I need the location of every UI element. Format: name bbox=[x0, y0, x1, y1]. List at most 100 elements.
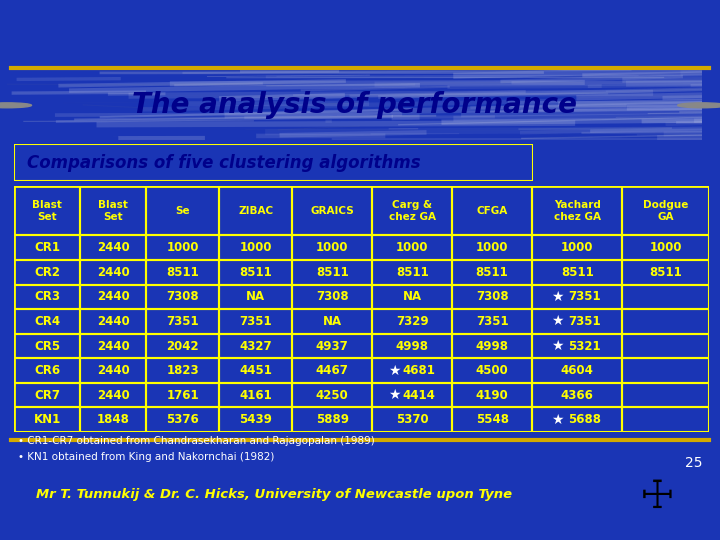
Bar bbox=[532, 260, 622, 285]
Text: 4161: 4161 bbox=[240, 389, 272, 402]
Bar bbox=[532, 309, 622, 334]
Bar bbox=[14, 334, 81, 359]
Bar bbox=[452, 407, 532, 432]
Bar bbox=[146, 186, 220, 235]
Text: 7351: 7351 bbox=[568, 315, 600, 328]
Text: NA: NA bbox=[246, 291, 266, 303]
Bar bbox=[220, 235, 292, 260]
Text: 2042: 2042 bbox=[166, 340, 199, 353]
Bar bbox=[81, 235, 146, 260]
Bar bbox=[292, 407, 372, 432]
Bar bbox=[372, 285, 452, 309]
Bar bbox=[14, 260, 81, 285]
Text: 8511: 8511 bbox=[649, 266, 682, 279]
Text: • KN1 obtained from King and Nakornchai (1982): • KN1 obtained from King and Nakornchai … bbox=[18, 452, 274, 462]
Bar bbox=[532, 285, 622, 309]
Text: 5439: 5439 bbox=[240, 413, 272, 426]
Bar bbox=[220, 285, 292, 309]
Bar bbox=[372, 407, 452, 432]
Text: 2440: 2440 bbox=[97, 340, 130, 353]
Text: • CR1-CR7 obtained from Chandrasekharan and Rajagopalan (1989): • CR1-CR7 obtained from Chandrasekharan … bbox=[18, 436, 374, 446]
Bar bbox=[622, 186, 709, 235]
Text: 5889: 5889 bbox=[316, 413, 348, 426]
Text: 7351: 7351 bbox=[568, 291, 600, 303]
Text: 5548: 5548 bbox=[476, 413, 508, 426]
Bar bbox=[372, 260, 452, 285]
Text: 8511: 8511 bbox=[166, 266, 199, 279]
Text: 7308: 7308 bbox=[476, 291, 508, 303]
Bar bbox=[532, 383, 622, 407]
Text: 4998: 4998 bbox=[476, 340, 508, 353]
Bar bbox=[532, 186, 622, 235]
Bar bbox=[14, 235, 81, 260]
Text: 4681: 4681 bbox=[402, 364, 435, 377]
Bar bbox=[220, 186, 292, 235]
Bar bbox=[14, 186, 81, 235]
Text: 25: 25 bbox=[685, 456, 702, 470]
Bar bbox=[220, 334, 292, 359]
Text: ★: ★ bbox=[551, 290, 564, 304]
Text: 7351: 7351 bbox=[240, 315, 272, 328]
Text: 2440: 2440 bbox=[97, 364, 130, 377]
Text: 7329: 7329 bbox=[396, 315, 428, 328]
Bar bbox=[220, 407, 292, 432]
Bar bbox=[14, 359, 81, 383]
Text: 1761: 1761 bbox=[166, 389, 199, 402]
Text: CR4: CR4 bbox=[35, 315, 60, 328]
Text: 4467: 4467 bbox=[316, 364, 348, 377]
Bar bbox=[14, 383, 81, 407]
Text: 1000: 1000 bbox=[166, 241, 199, 254]
Bar bbox=[292, 359, 372, 383]
Bar bbox=[220, 383, 292, 407]
Bar bbox=[81, 260, 146, 285]
Bar bbox=[292, 334, 372, 359]
Text: 1000: 1000 bbox=[316, 241, 348, 254]
Bar bbox=[622, 383, 709, 407]
Bar bbox=[372, 359, 452, 383]
Bar bbox=[220, 260, 292, 285]
Bar bbox=[622, 285, 709, 309]
Text: 1000: 1000 bbox=[561, 241, 593, 254]
Bar bbox=[372, 309, 452, 334]
Bar bbox=[292, 186, 372, 235]
Bar bbox=[292, 285, 372, 309]
Bar bbox=[452, 309, 532, 334]
Bar bbox=[146, 334, 220, 359]
Bar bbox=[622, 309, 709, 334]
Text: ★: ★ bbox=[388, 388, 401, 402]
Bar bbox=[146, 383, 220, 407]
Text: 8511: 8511 bbox=[396, 266, 428, 279]
Text: The analysis of performance: The analysis of performance bbox=[132, 91, 577, 119]
Text: 1848: 1848 bbox=[97, 413, 130, 426]
Bar bbox=[146, 235, 220, 260]
Bar bbox=[146, 309, 220, 334]
Bar bbox=[81, 334, 146, 359]
Bar bbox=[452, 186, 532, 235]
Text: 4604: 4604 bbox=[561, 364, 593, 377]
Text: 2440: 2440 bbox=[97, 241, 130, 254]
Text: GRAICS: GRAICS bbox=[310, 206, 354, 216]
Text: 4500: 4500 bbox=[476, 364, 508, 377]
Text: 8511: 8511 bbox=[240, 266, 272, 279]
Bar bbox=[452, 383, 532, 407]
Text: 5321: 5321 bbox=[568, 340, 600, 353]
Text: 4250: 4250 bbox=[316, 389, 348, 402]
Text: Dodgue
GA: Dodgue GA bbox=[643, 200, 688, 221]
Bar bbox=[532, 407, 622, 432]
Text: ★: ★ bbox=[551, 314, 564, 328]
Text: 8511: 8511 bbox=[316, 266, 348, 279]
Text: 4190: 4190 bbox=[476, 389, 508, 402]
Text: 1000: 1000 bbox=[476, 241, 508, 254]
Bar bbox=[146, 285, 220, 309]
Bar bbox=[622, 235, 709, 260]
Text: Yachard
chez GA: Yachard chez GA bbox=[554, 200, 600, 221]
Text: 2440: 2440 bbox=[97, 291, 130, 303]
Bar bbox=[622, 359, 709, 383]
Bar bbox=[81, 407, 146, 432]
Text: 5370: 5370 bbox=[396, 413, 428, 426]
Text: 2440: 2440 bbox=[97, 389, 130, 402]
Text: Blast
Set: Blast Set bbox=[32, 200, 63, 221]
Bar bbox=[220, 309, 292, 334]
Bar bbox=[81, 285, 146, 309]
Text: ★: ★ bbox=[388, 363, 401, 377]
